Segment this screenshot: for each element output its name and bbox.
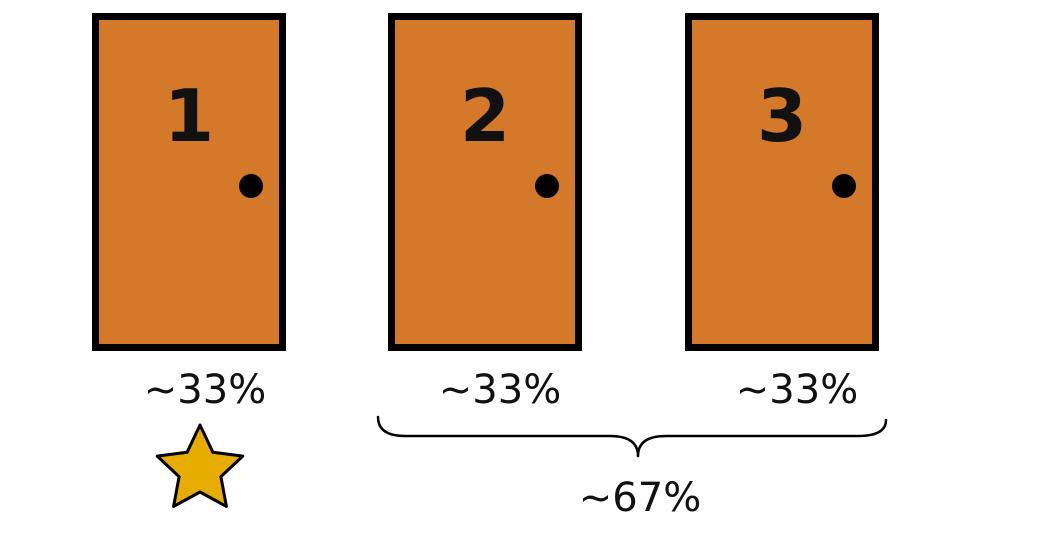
door-3-probability: ~33% <box>735 367 859 413</box>
door-knob-3 <box>832 174 856 198</box>
door-1: 1 <box>92 13 286 351</box>
combined-probability: ~67% <box>578 475 702 521</box>
grouping-brace <box>376 415 888 458</box>
door-number-1: 1 <box>163 74 215 158</box>
door-knob-1 <box>239 174 263 198</box>
door-2-probability: ~33% <box>438 367 562 413</box>
star-icon <box>155 423 245 508</box>
door-number-3: 3 <box>756 74 808 158</box>
door-3: 3 <box>685 13 879 351</box>
door-number-2: 2 <box>459 74 511 158</box>
door-2: 2 <box>388 13 582 351</box>
door-1-probability: ~33% <box>143 367 267 413</box>
door-knob-2 <box>535 174 559 198</box>
